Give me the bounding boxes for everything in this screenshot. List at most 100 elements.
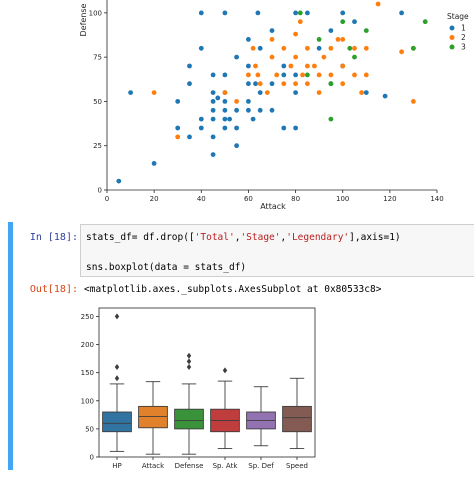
scatter-point-stage-1 — [246, 37, 251, 42]
scatter-point-stage-1 — [198, 45, 204, 51]
scatter-point-stage-1 — [175, 99, 181, 104]
scatter-point-stage-1 — [269, 28, 275, 33]
scatter-point-stage-3 — [328, 81, 334, 87]
scatter-point-stage-1 — [257, 107, 263, 113]
scatter-point-stage-1 — [222, 10, 228, 16]
scatter-point-stage-2 — [175, 134, 181, 140]
scatter-point-stage-2 — [316, 90, 322, 95]
notebook-cell[interactable]: In [18]: stats_df= df.drop(['Total','Sta… — [8, 222, 474, 470]
x-tick-label: 20 — [150, 195, 159, 203]
scatter-point-stage-1 — [399, 10, 404, 16]
scatter-point-stage-2 — [328, 72, 334, 78]
scatter-point-stage-2 — [234, 99, 240, 104]
scatter-point-stage-1 — [293, 10, 298, 16]
scatter-point-stage-2 — [316, 72, 322, 78]
scatter-point-stage-1 — [210, 90, 216, 95]
scatter-point-stage-1 — [257, 90, 263, 95]
y-tick-label: 50 — [93, 98, 102, 106]
scatter-point-stage-3 — [411, 45, 416, 51]
scatter-point-stage-1 — [382, 93, 388, 99]
x-tick-label: 40 — [197, 195, 206, 203]
scatter-point-stage-2 — [297, 19, 303, 25]
scatter-point-stage-1 — [250, 116, 256, 122]
scatter-point-stage-1 — [328, 28, 334, 33]
scatter-point-stage-1 — [210, 107, 216, 113]
scatter-point-stage-1 — [246, 81, 251, 87]
attack-defense-scatter-plot: 0 20 40 60 80 100 120 140 0 25 50 75 100 Attack Defe… — [79, 0, 469, 211]
scatter-point-stage-3 — [347, 45, 353, 51]
x-tick-label: 120 — [383, 195, 396, 203]
scatter-point-stage-2 — [411, 99, 416, 104]
legend-marker — [449, 35, 455, 40]
scatter-point-stage-1 — [116, 178, 122, 184]
scatter-point-stage-1 — [210, 72, 216, 78]
legend-title: Stage — [447, 12, 469, 21]
scatter-point-stage-2 — [281, 81, 287, 87]
scatter-point-stage-2 — [312, 63, 317, 69]
scatter-point-stage-1 — [352, 19, 357, 25]
legend-entry: 3 — [461, 43, 466, 52]
scatter-point-stage-2 — [399, 49, 404, 55]
scatter-point-stage-2 — [335, 37, 341, 42]
scatter-point-stage-1 — [198, 116, 204, 122]
scatter-point-stage-1 — [234, 54, 240, 60]
legend: Stage 123 — [447, 12, 469, 52]
input-prompt: In [18]: — [29, 232, 78, 243]
scatter-point-stage-1 — [246, 107, 251, 113]
scatter-point-stage-2 — [375, 1, 381, 7]
scatter-point-stage-2 — [293, 31, 298, 37]
scatter-point-stage-2 — [340, 81, 346, 87]
scatter-point-stage-2 — [300, 72, 305, 78]
scatter-point-stage-2 — [269, 54, 275, 60]
scatter-point-stage-1 — [222, 72, 228, 78]
scatter-point-stage-2 — [293, 81, 298, 87]
scatter-point-stage-2 — [293, 54, 298, 60]
scatter-point-stage-3 — [305, 72, 310, 78]
legend-marker — [449, 44, 455, 50]
cell-selection-bar — [8, 222, 13, 470]
scatter-point-stage-1 — [187, 134, 192, 140]
y-tick-label: 100 — [89, 9, 102, 17]
legend-entry: 2 — [461, 33, 466, 42]
scatter-point-stage-3 — [297, 10, 303, 16]
scatter-point-stage-1 — [210, 152, 216, 158]
scatter-point-stage-1 — [255, 10, 261, 16]
scatter-point-stage-1 — [293, 72, 298, 78]
scatter-point-stage-1 — [227, 116, 233, 122]
y-tick-label: 25 — [93, 142, 102, 150]
scatter-point-stage-2 — [321, 54, 327, 60]
x-tick-label: 100 — [336, 195, 349, 203]
legend-marker — [449, 25, 455, 31]
scatter-point-stage-2 — [255, 72, 261, 78]
scatter-point-stage-2 — [305, 63, 310, 69]
scatter-point-stage-2 — [363, 72, 369, 78]
scatter-point-stage-3 — [352, 54, 357, 60]
scatter-point-stage-1 — [281, 125, 287, 131]
scatter-point-stage-1 — [234, 107, 240, 113]
scatter-point-stage-2 — [288, 63, 294, 69]
output-prompt: Out[18]: — [29, 284, 78, 295]
scatter-point-stage-2 — [257, 81, 263, 87]
scatter-point-stage-2 — [363, 45, 369, 51]
scatter-point-stage-1 — [198, 125, 204, 131]
scatter-point-stage-2 — [151, 90, 157, 95]
scatter-point-stage-2 — [269, 37, 275, 42]
scatter-point-stage-1 — [210, 116, 216, 122]
scatter-point-stage-1 — [151, 161, 157, 166]
x-tick-label: 0 — [105, 195, 109, 203]
scatter-point-stage-2 — [222, 90, 228, 95]
scatter-point-stage-1 — [293, 90, 298, 95]
scatter-point-stage-3 — [422, 19, 428, 25]
x-tick-label: 80 — [291, 195, 300, 203]
scatter-point-stage-1 — [187, 81, 192, 87]
scatter-point-stage-1 — [340, 10, 346, 16]
scatter-point-stage-2 — [281, 45, 287, 51]
code-line: sns.boxplot(data = stats_df) — [86, 262, 247, 273]
scatter-point-stage-1 — [222, 99, 228, 104]
scatter-point-stage-1 — [269, 81, 275, 87]
code-input[interactable]: stats_df= df.drop(['Total','Stage','Lege… — [80, 224, 474, 277]
x-tick-label: 60 — [244, 195, 253, 203]
scatter-point-stage-2 — [305, 81, 310, 87]
scatter-point-stage-1 — [316, 45, 322, 51]
code-line: stats_df= df.drop(['Total','Stage','Lege… — [86, 232, 401, 243]
